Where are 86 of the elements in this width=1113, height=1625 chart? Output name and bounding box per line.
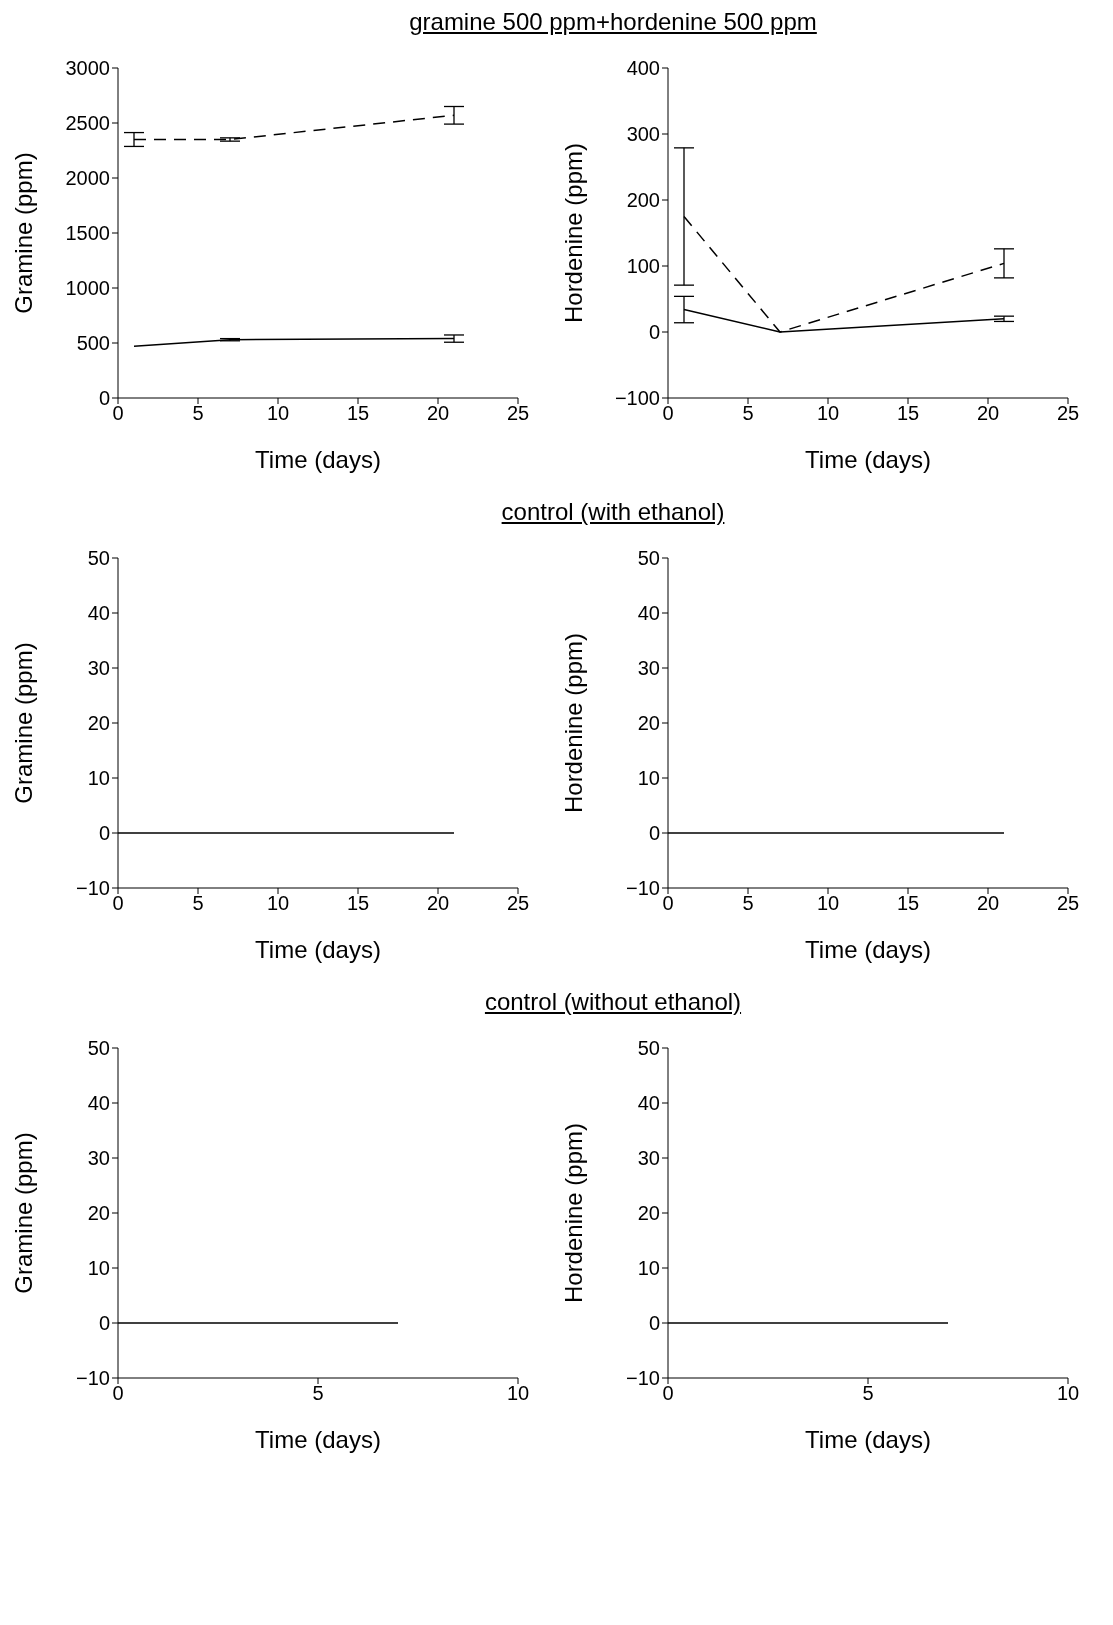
y-tick-label: 10	[637, 1257, 660, 1280]
y-axis-title: Gramine (ppm)	[9, 1132, 37, 1294]
x-tick-label: 5	[862, 1382, 874, 1405]
y-tick-label: −100	[614, 387, 660, 410]
x-tick-label: 15	[346, 402, 370, 425]
x-axis-title: Time (days)	[805, 936, 931, 963]
x-tick-label: 0	[662, 1382, 674, 1405]
x-tick-label: 25	[506, 402, 530, 425]
y-tick-label: 0	[648, 822, 660, 845]
y-tick-label: −10	[76, 877, 110, 900]
y-tick-label: 0	[98, 822, 110, 845]
x-tick-label: 10	[266, 892, 290, 915]
y-tick-label: 100	[626, 255, 660, 278]
y-tick-label: 2000	[65, 167, 110, 190]
y-tick-label: 30	[87, 657, 110, 680]
y-tick-label: 40	[637, 602, 660, 625]
x-axis-title: Time (days)	[805, 1426, 931, 1453]
x-tick-label: 25	[1056, 892, 1080, 915]
text: control (without ethanol)	[484, 988, 742, 1015]
y-tick-label: 3000	[65, 57, 110, 80]
y-tick-label: 30	[637, 657, 660, 680]
y-tick-label: −10	[76, 1367, 110, 1390]
x-tick-label: 10	[816, 892, 840, 915]
y-tick-label: 10	[87, 1257, 110, 1280]
y-tick-label: 1000	[65, 277, 110, 300]
x-tick-label: 20	[426, 892, 450, 915]
x-tick-label: 5	[742, 402, 754, 425]
y-axis-title: Hordenine (ppm)	[559, 142, 587, 324]
y-axis-title: Gramine (ppm)	[9, 642, 37, 804]
y-tick-label: 40	[87, 602, 110, 625]
y-tick-label: −10	[626, 1367, 660, 1390]
y-tick-label: 0	[648, 321, 660, 344]
y-tick-label: 20	[637, 1202, 660, 1225]
x-tick-label: 20	[976, 892, 1000, 915]
x-axis-title: Time (days)	[255, 1426, 381, 1453]
x-tick-label: 20	[976, 402, 1000, 425]
x-tick-label: 5	[192, 892, 204, 915]
x-tick-label: 0	[662, 402, 674, 425]
y-tick-label: 0	[98, 1312, 110, 1335]
x-tick-label: 0	[112, 1382, 124, 1405]
x-tick-label: 15	[896, 402, 920, 425]
x-axis-title: Time (days)	[805, 446, 931, 473]
x-tick-label: 10	[266, 402, 290, 425]
text: control (with ethanol)	[501, 498, 725, 525]
y-tick-label: −10	[626, 877, 660, 900]
y-tick-label: 30	[87, 1147, 110, 1170]
x-tick-label: 25	[1056, 402, 1080, 425]
y-tick-label: 10	[637, 767, 660, 790]
y-tick-label: 300	[626, 123, 660, 146]
x-tick-label: 10	[1056, 1382, 1080, 1405]
x-tick-label: 15	[896, 892, 920, 915]
x-tick-label: 0	[662, 892, 674, 915]
y-tick-label: 1500	[65, 222, 110, 245]
y-tick-label: 0	[648, 1312, 660, 1335]
y-tick-label: 2500	[65, 112, 110, 135]
x-tick-label: 5	[192, 402, 204, 425]
y-tick-label: 50	[87, 1037, 110, 1060]
y-tick-label: 50	[637, 1037, 660, 1060]
y-tick-label: 0	[98, 387, 110, 410]
x-tick-label: 0	[112, 892, 124, 915]
x-tick-label: 5	[742, 892, 754, 915]
y-tick-label: 200	[626, 189, 660, 212]
y-tick-label: 20	[87, 712, 110, 735]
x-tick-label: 10	[816, 402, 840, 425]
y-axis-title: Hordenine (ppm)	[559, 632, 587, 814]
y-axis-title: Gramine (ppm)	[9, 152, 37, 314]
y-tick-label: 400	[626, 57, 660, 80]
x-tick-label: 0	[112, 402, 124, 425]
x-tick-label: 20	[426, 402, 450, 425]
y-tick-label: 50	[87, 547, 110, 570]
y-tick-label: 30	[637, 1147, 660, 1170]
y-tick-label: 40	[637, 1092, 660, 1115]
y-tick-label: 40	[87, 1092, 110, 1115]
y-axis-title: Hordenine (ppm)	[559, 1122, 587, 1304]
x-tick-label: 5	[312, 1382, 324, 1405]
y-tick-label: 500	[76, 332, 110, 355]
y-tick-label: 20	[87, 1202, 110, 1225]
x-axis-title: Time (days)	[255, 446, 381, 473]
x-tick-label: 25	[506, 892, 530, 915]
y-tick-label: 20	[637, 712, 660, 735]
x-tick-label: 15	[346, 892, 370, 915]
x-axis-title: Time (days)	[255, 936, 381, 963]
y-tick-label: 50	[637, 547, 660, 570]
text: gramine 500 ppm+hordenine 500 ppm	[409, 8, 817, 35]
y-tick-label: 10	[87, 767, 110, 790]
x-tick-label: 10	[506, 1382, 530, 1405]
